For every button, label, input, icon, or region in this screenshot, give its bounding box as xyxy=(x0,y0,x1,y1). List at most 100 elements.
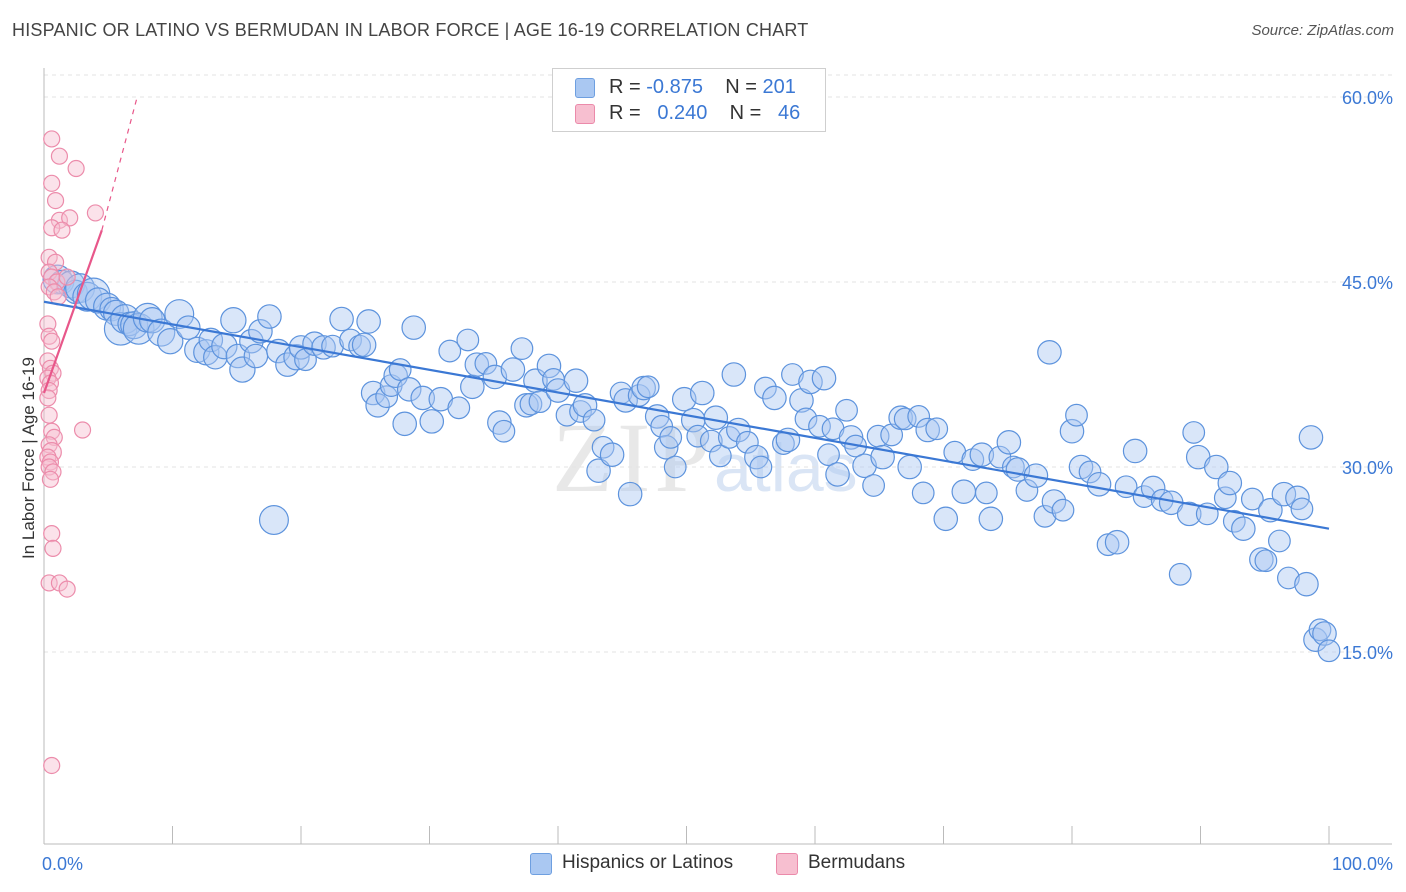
point-hispanic xyxy=(1015,479,1039,502)
point-hispanic xyxy=(1290,497,1314,521)
legend-r-value: 0.240 xyxy=(657,102,708,124)
point-bermudan xyxy=(39,369,57,387)
point-hispanic xyxy=(329,306,354,332)
point-hispanic xyxy=(811,365,837,391)
legend-n-value: 201 xyxy=(762,76,796,98)
point-hispanic xyxy=(1277,566,1300,590)
trendline-hispanic xyxy=(43,300,1330,530)
point-hispanic xyxy=(220,307,247,334)
trendline-bermudan-extension xyxy=(101,99,138,231)
point-hispanic xyxy=(275,352,300,377)
point-hispanic xyxy=(817,443,840,467)
point-hispanic xyxy=(659,426,683,449)
point-hispanic xyxy=(438,339,462,363)
point-hispanic xyxy=(1037,339,1062,365)
point-hispanic xyxy=(852,453,877,479)
point-hispanic xyxy=(911,481,935,505)
legend-r-value: -0.875 xyxy=(646,76,703,98)
point-bermudan xyxy=(67,159,85,178)
legend-n-label: N = xyxy=(725,76,757,98)
point-bermudan xyxy=(58,268,76,286)
chart-title: HISPANIC OR LATINO VS BERMUDAN IN LABOR … xyxy=(12,20,809,40)
point-hispanic xyxy=(375,385,399,409)
point-hispanic xyxy=(1231,516,1256,541)
point-hispanic xyxy=(1176,501,1202,527)
point-bermudan xyxy=(41,470,60,488)
point-bermudan xyxy=(50,147,69,165)
point-bermudan xyxy=(43,130,61,148)
x-tick-label-max: 100.0% xyxy=(1332,854,1393,874)
stats-legend: R = -0.875 N = 201 R = 0.240 N = 46 xyxy=(552,68,826,132)
point-hispanic xyxy=(781,363,804,386)
point-bermudan xyxy=(43,756,61,775)
point-hispanic xyxy=(464,352,490,377)
bottom-legend-label: Hispanics or Latinos xyxy=(562,852,734,873)
point-hispanic xyxy=(974,481,998,505)
point-hispanic xyxy=(203,344,228,370)
point-hispanic xyxy=(978,506,1004,532)
watermark-zip: ZIP xyxy=(552,402,714,513)
point-hispanic xyxy=(396,376,422,402)
point-hispanic xyxy=(1285,485,1310,511)
bottom-legend-swatch-bermudan xyxy=(776,853,798,875)
point-hispanic xyxy=(1308,618,1332,642)
point-hispanic xyxy=(536,353,562,379)
point-hispanic xyxy=(708,444,732,468)
trendline-bermudan xyxy=(42,229,103,394)
point-bermudan xyxy=(39,389,57,407)
legend-swatch-hispanic xyxy=(575,78,595,98)
point-hispanic xyxy=(1122,438,1148,464)
point-hispanic xyxy=(500,357,526,382)
legend-swatch-bermudan xyxy=(575,104,595,124)
point-hispanic xyxy=(248,319,273,344)
point-hispanic xyxy=(1051,498,1075,522)
source-label: Source: ZipAtlas.com xyxy=(1251,22,1394,39)
point-hispanic xyxy=(1168,562,1192,586)
point-hispanic xyxy=(599,442,625,467)
bottom-legend-label: Bermudans xyxy=(808,852,906,873)
y-tick-label: 45.0% xyxy=(1342,273,1393,293)
point-bermudan xyxy=(58,580,76,598)
point-hispanic xyxy=(897,454,922,480)
point-hispanic xyxy=(703,405,729,430)
point-hispanic xyxy=(617,481,643,507)
point-hispanic xyxy=(862,474,886,497)
point-hispanic xyxy=(686,424,710,448)
point-hispanic xyxy=(1312,621,1337,646)
point-hispanic xyxy=(835,398,858,422)
point-hispanic xyxy=(474,352,498,375)
point-hispanic xyxy=(1033,504,1057,528)
legend-n-label: N = xyxy=(729,102,762,124)
point-hispanic xyxy=(510,337,534,361)
point-hispanic xyxy=(1298,425,1324,450)
y-tick-label: 15.0% xyxy=(1342,643,1393,663)
point-bermudan xyxy=(39,315,57,333)
point-hispanic xyxy=(754,376,777,400)
point-hispanic xyxy=(164,299,195,330)
point-hispanic xyxy=(1140,475,1166,501)
point-hispanic xyxy=(1294,571,1319,597)
point-bermudan xyxy=(43,524,61,543)
point-hispanic xyxy=(1258,497,1283,523)
point-bermudan xyxy=(73,421,92,439)
point-hispanic xyxy=(392,411,418,437)
point-bermudan xyxy=(43,219,61,237)
point-hispanic xyxy=(410,385,436,411)
y-tick-label: 60.0% xyxy=(1342,88,1393,108)
point-hispanic xyxy=(1203,454,1229,480)
point-hispanic xyxy=(1104,529,1130,555)
point-hispanic xyxy=(447,396,471,420)
point-hispanic xyxy=(351,332,377,358)
point-hispanic xyxy=(528,390,552,414)
point-hispanic xyxy=(1213,486,1237,510)
point-hispanic xyxy=(572,393,598,418)
point-hispanic xyxy=(1065,403,1088,427)
point-bermudan xyxy=(40,327,58,345)
point-hispanic xyxy=(907,405,931,428)
point-hispanic xyxy=(356,309,381,334)
point-hispanic xyxy=(825,462,850,487)
point-hispanic xyxy=(519,392,543,416)
point-hispanic xyxy=(1317,639,1341,663)
point-hispanic xyxy=(586,458,611,483)
